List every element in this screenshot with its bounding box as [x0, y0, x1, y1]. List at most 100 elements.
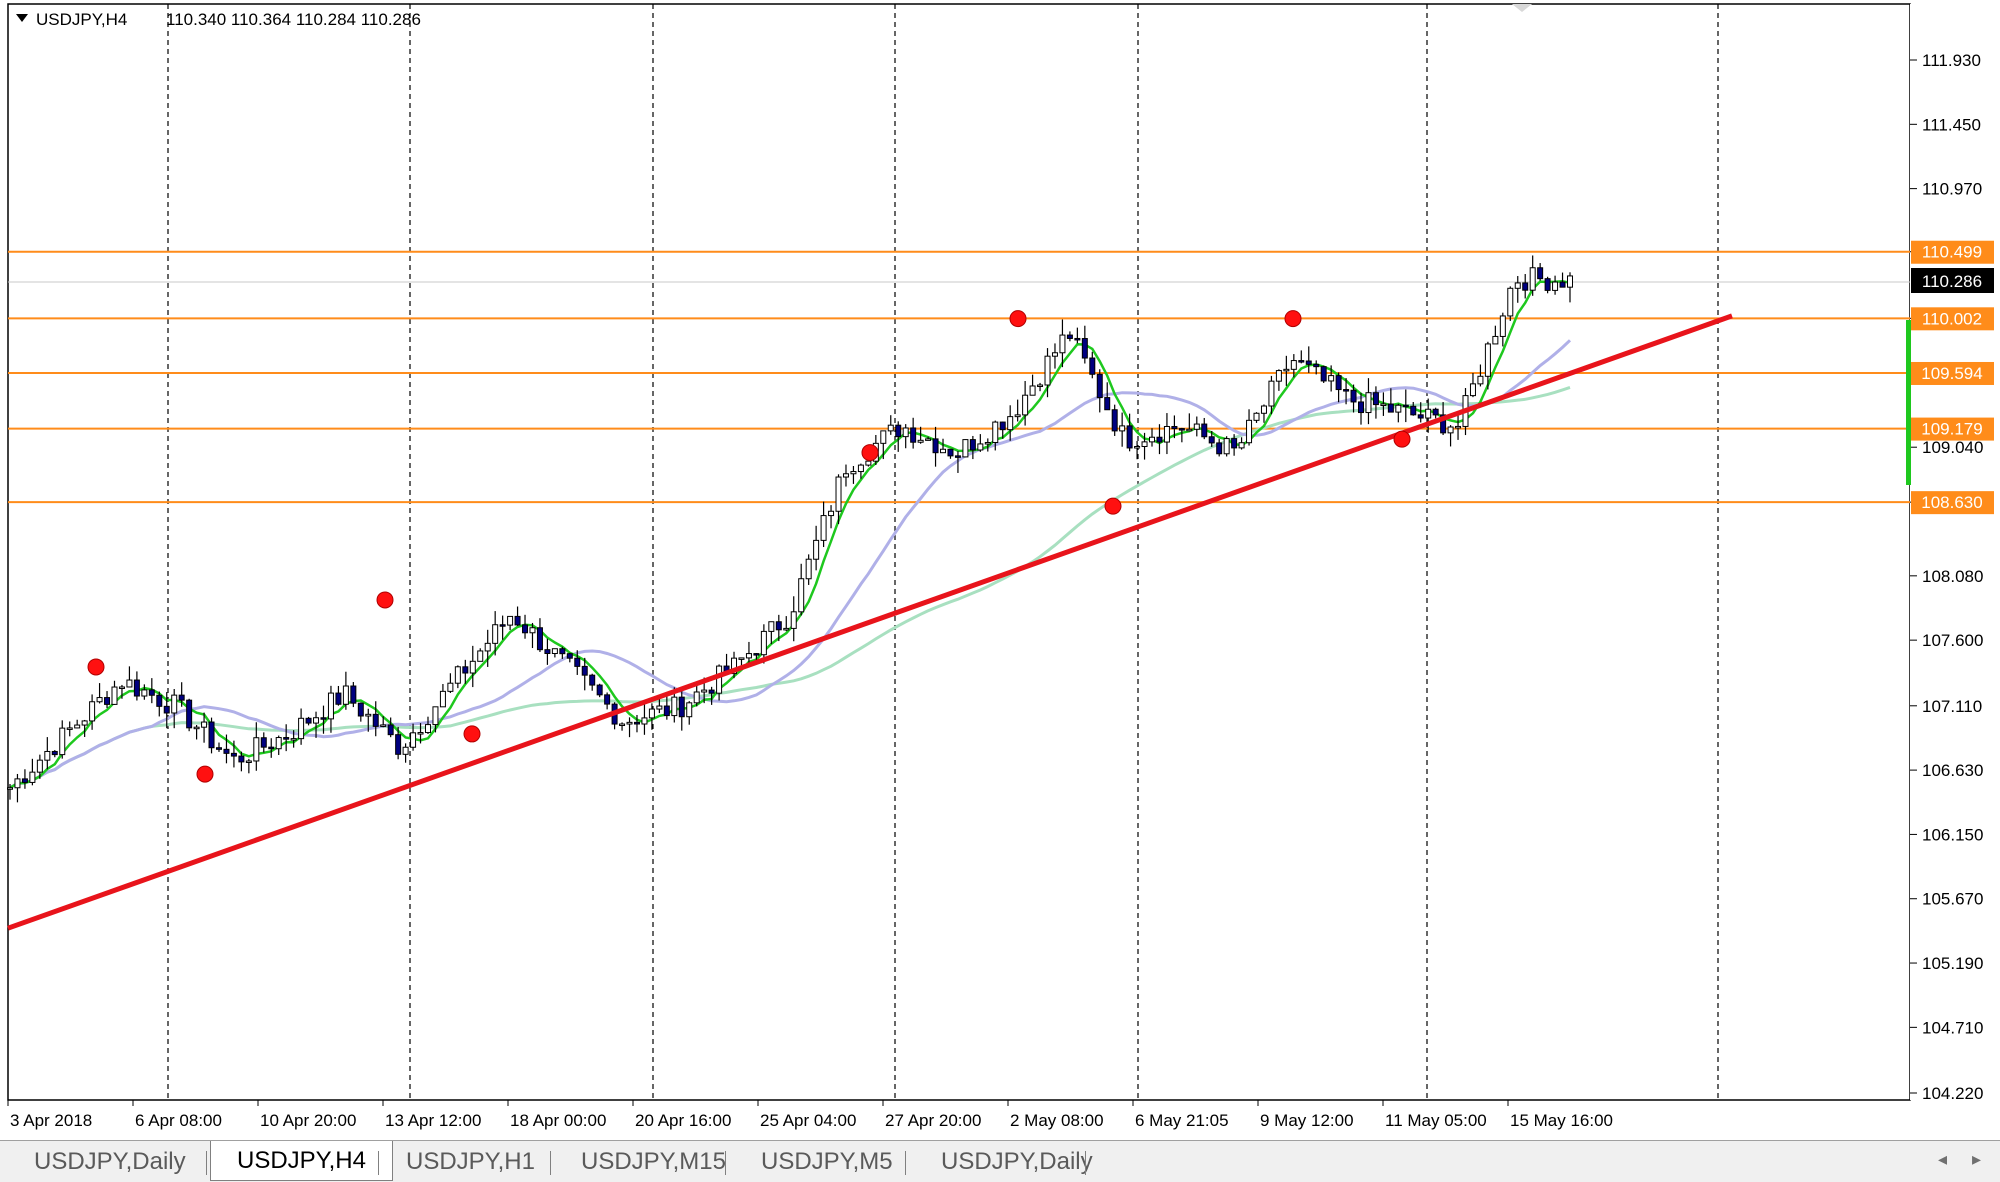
candle	[1492, 325, 1499, 345]
candle	[1290, 354, 1297, 378]
price-tick-label: 104.710	[1922, 1018, 1983, 1037]
tab-usdjpy-m5[interactable]: USDJPY,M5	[761, 1148, 893, 1175]
candle	[1320, 365, 1327, 383]
candle	[1081, 325, 1088, 364]
horizontal-levels[interactable]	[8, 250, 1910, 504]
candle	[29, 758, 36, 786]
candle	[1007, 405, 1014, 441]
candle	[977, 434, 984, 452]
candle	[648, 703, 655, 730]
candle	[469, 645, 476, 688]
candle	[163, 692, 170, 729]
scroll-right-icon[interactable]: ▸	[1972, 1149, 1982, 1169]
time-tick-label: 9 May 12:00	[1260, 1111, 1354, 1130]
candle	[477, 648, 484, 662]
candle	[260, 732, 267, 753]
candle	[514, 606, 521, 626]
tab-separator	[550, 1151, 551, 1175]
candle	[1484, 341, 1491, 390]
candle	[74, 719, 81, 729]
candle	[283, 724, 290, 752]
level-label: 110.499	[1922, 243, 1982, 262]
candle	[1537, 263, 1544, 281]
swing-point	[463, 725, 481, 743]
price-axis[interactable]: 111.930 111.450 110.970 109.040 108.080 107.6…	[1910, 4, 2000, 1103]
candle	[1096, 369, 1103, 413]
candle	[395, 726, 402, 760]
time-tick-label: 6 May 21:05	[1135, 1111, 1229, 1130]
time-tick-label: 13 Apr 12:00	[385, 1111, 481, 1130]
candle	[1126, 413, 1133, 452]
price-tick-label: 106.630	[1922, 761, 1983, 780]
candle	[230, 740, 237, 768]
candle	[215, 742, 222, 752]
candle	[1410, 402, 1417, 416]
candle	[1425, 398, 1432, 433]
candle	[641, 703, 648, 735]
chart-shift-icon[interactable]	[1512, 4, 1532, 12]
candle	[663, 693, 670, 720]
price-tick-label: 111.930	[1922, 51, 1981, 70]
candle	[529, 622, 536, 649]
ma-slow-line	[9, 385, 1571, 790]
candle	[947, 448, 954, 459]
price-chart[interactable]: USDJPY,H4 110.340 110.364 110.284 110.28…	[0, 0, 2000, 1140]
triangle-down-icon[interactable]	[16, 14, 28, 22]
scroll-left-icon[interactable]: ◂	[1938, 1149, 1948, 1169]
candle	[559, 646, 566, 659]
candle	[223, 734, 230, 764]
tab-separator	[905, 1151, 906, 1175]
price-tick-label: 106.150	[1922, 825, 1983, 844]
candle	[1066, 331, 1073, 342]
candle	[962, 439, 969, 458]
candle	[36, 754, 43, 779]
candle	[133, 671, 140, 701]
candle	[1119, 412, 1126, 447]
time-axis[interactable]: 3 Apr 2018 6 Apr 08:00 10 Apr 20:00 13 Apr …	[7, 1100, 1613, 1130]
tab-usdjpy-h1[interactable]: USDJPY,H1	[406, 1148, 535, 1175]
candle	[716, 664, 723, 701]
candle	[850, 465, 857, 484]
candle	[1074, 327, 1081, 344]
candle	[1223, 436, 1230, 457]
candle	[1014, 399, 1021, 422]
chart-tab-bar: USDJPY,Daily USDJPY,H4 USDJPY,H1 USDJPY,M15…	[0, 1140, 2000, 1182]
candle	[1029, 374, 1036, 396]
candle	[760, 624, 767, 664]
candle	[1514, 276, 1521, 303]
candle	[775, 614, 782, 642]
level-label: 109.179	[1921, 420, 1982, 439]
level-label: 110.002	[1922, 309, 1982, 328]
candle	[1365, 378, 1372, 425]
candle	[738, 657, 745, 666]
level-label: 109.594	[1921, 364, 1982, 383]
swing-point	[376, 591, 394, 609]
swing-point	[1284, 310, 1302, 328]
candle	[253, 722, 260, 771]
candle	[1567, 272, 1573, 303]
price-axis-bg	[1910, 4, 2000, 1100]
candle	[1193, 416, 1200, 437]
candle	[902, 424, 909, 449]
time-tick-label: 11 May 05:00	[1385, 1111, 1487, 1130]
candle	[686, 701, 693, 725]
tab-usdjpy-daily[interactable]: USDJPY,Daily	[34, 1148, 186, 1175]
chart-window[interactable]: USDJPY,H4 110.340 110.364 110.284 110.28…	[0, 0, 2000, 1140]
candle	[7, 784, 13, 800]
candle	[1059, 319, 1066, 368]
candle	[1171, 415, 1178, 439]
candle	[387, 717, 394, 738]
ohlc-values: 110.340 110.364 110.284 110.286	[166, 10, 421, 29]
tab-usdjpy-daily[interactable]: USDJPY,Daily	[941, 1148, 1093, 1175]
plot-area[interactable]	[7, 3, 1911, 1101]
candle	[1268, 375, 1275, 415]
candle	[768, 621, 775, 645]
tab-usdjpy-h4[interactable]: USDJPY,H4	[210, 1141, 393, 1181]
trendline[interactable]	[7, 313, 1733, 931]
candle	[1283, 355, 1290, 386]
candle	[828, 505, 835, 529]
tab-usdjpy-m15[interactable]: USDJPY,M15	[581, 1148, 726, 1175]
candle	[447, 673, 454, 693]
candle	[320, 705, 327, 734]
candle	[880, 430, 887, 460]
